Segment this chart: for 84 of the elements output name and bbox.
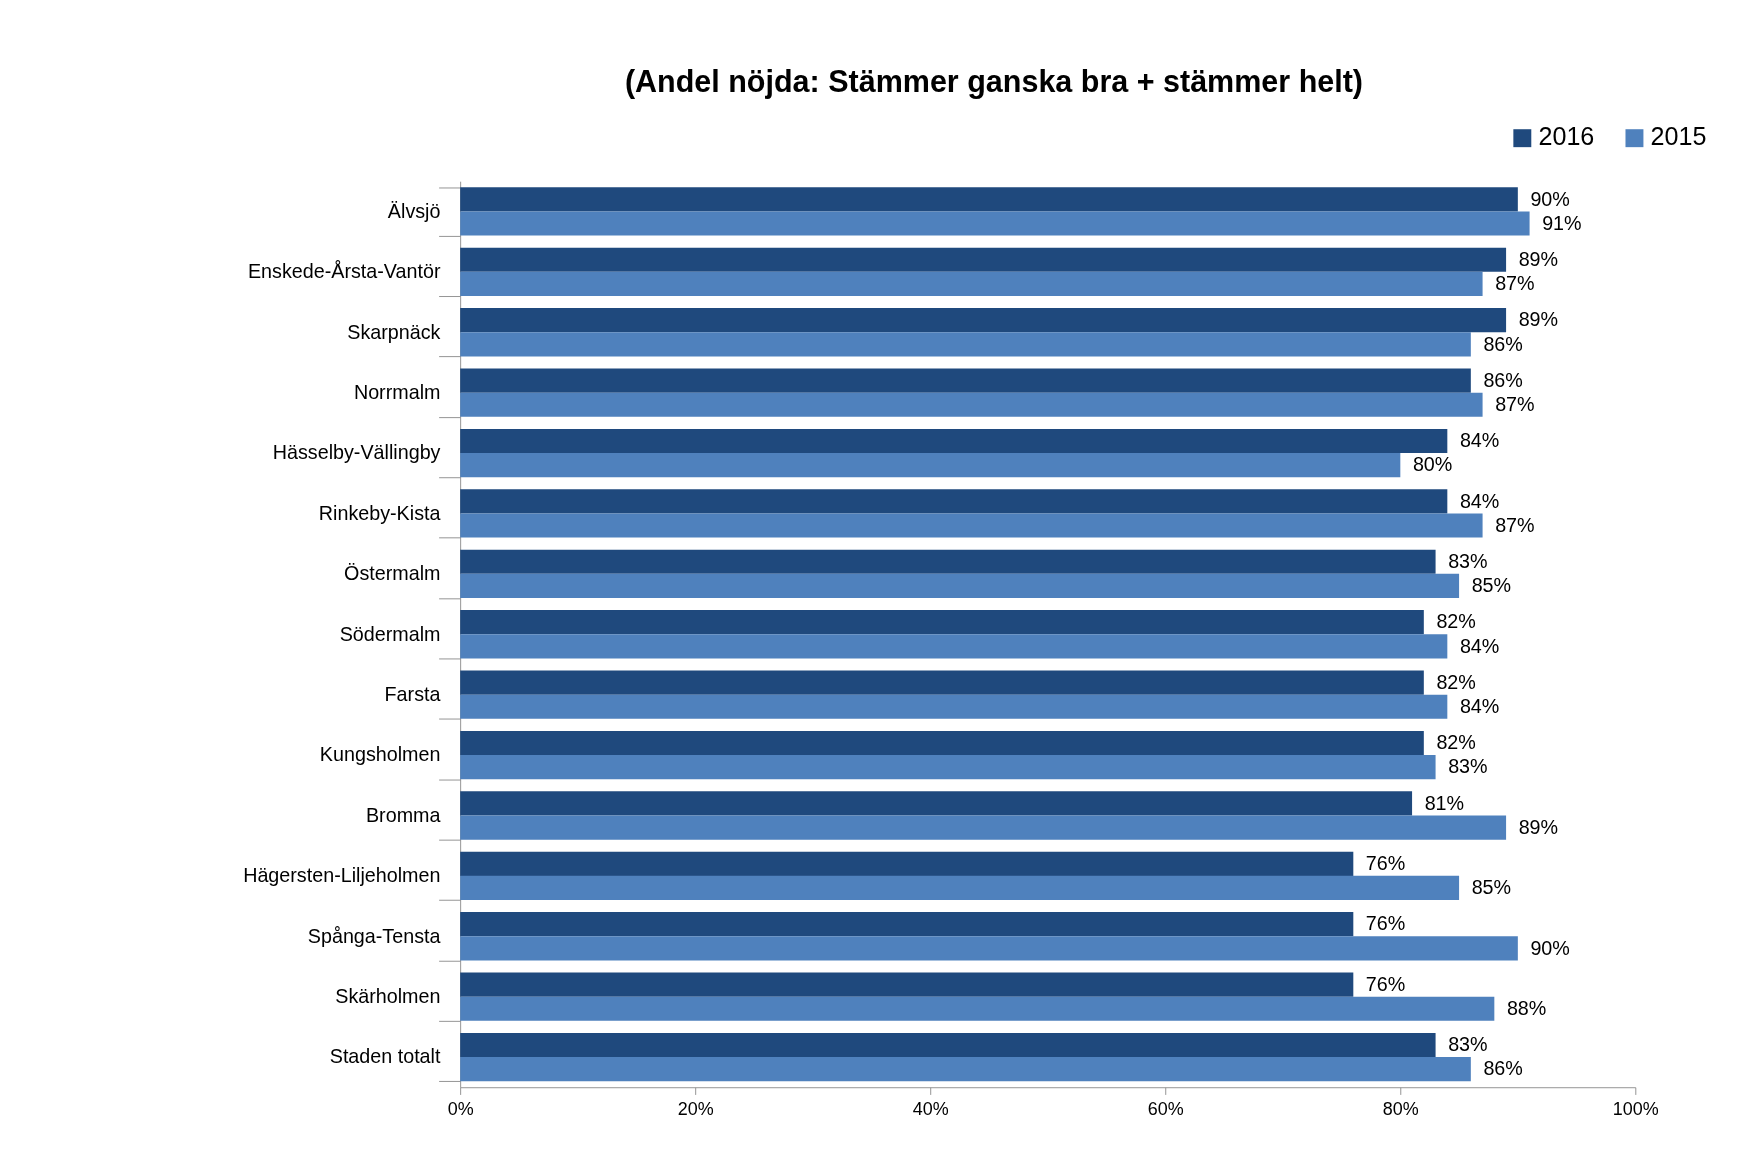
x-tick-label: 40% (912, 1098, 949, 1119)
y-tick-label: Hässelby-Vällingby (272, 441, 441, 464)
bar (460, 694, 1448, 719)
data-label: 76% (1365, 912, 1406, 935)
bar (460, 187, 1518, 212)
data-label: 90% (1530, 936, 1570, 959)
y-tick-label: Spånga-Tensta (307, 924, 441, 947)
data-label: 83% (1448, 755, 1488, 778)
y-tick-label: Enskede-Årsta-Vantör (247, 260, 441, 283)
bar (460, 271, 1483, 297)
data-label: 89% (1518, 248, 1559, 271)
data-label: 81% (1424, 791, 1465, 814)
data-label: 91% (1542, 211, 1582, 234)
bar (460, 791, 1413, 816)
bar (460, 996, 1495, 1021)
data-label: 82% (1436, 610, 1476, 633)
y-tick-label: Norrmalm (353, 380, 441, 403)
bar (460, 755, 1436, 780)
legend-label: 2015 (1650, 122, 1707, 151)
bar (460, 368, 1471, 393)
data-label: 89% (1518, 308, 1559, 331)
data-label: 82% (1436, 731, 1476, 754)
y-tick-label: Hägersten-Liljeholmen (243, 864, 441, 887)
data-label: 83% (1448, 1033, 1488, 1056)
y-tick-label: Östermalm (344, 562, 441, 585)
bar (460, 513, 1483, 538)
bar (460, 428, 1448, 454)
y-tick-label: Bromma (365, 803, 441, 826)
bar (460, 730, 1424, 756)
data-label: 85% (1471, 574, 1512, 597)
chart-title: (Andel nöjda: Stämmer ganska bra + stämmer helt) (624, 64, 1364, 100)
bar (460, 392, 1483, 417)
data-label: 86% (1483, 332, 1523, 355)
data-label: 89% (1518, 815, 1559, 838)
y-tick-label: Älvsjö (387, 199, 441, 222)
bar (460, 610, 1424, 635)
bar (460, 453, 1401, 478)
data-label: 87% (1495, 393, 1535, 416)
data-label: 90% (1530, 187, 1570, 210)
y-tick-label: Rinkeby-Kista (318, 501, 441, 524)
bar (460, 912, 1354, 937)
y-tick-label: Södermalm (339, 622, 441, 645)
data-label: 84% (1459, 634, 1500, 657)
data-label: 84% (1459, 489, 1500, 512)
bar (460, 875, 1460, 901)
bar (460, 489, 1448, 514)
bar (460, 851, 1354, 876)
bar (460, 815, 1507, 840)
x-tick-label: 0% (447, 1098, 474, 1119)
data-label: 86% (1483, 1057, 1523, 1080)
bar (460, 972, 1354, 997)
bar (460, 247, 1507, 272)
data-label: 84% (1459, 429, 1500, 452)
data-label: 87% (1495, 513, 1535, 536)
y-tick-label: Skärholmen (335, 984, 441, 1007)
bar (460, 1032, 1436, 1058)
data-label: 88% (1506, 997, 1547, 1020)
y-tick-label: Skarpnäck (347, 320, 441, 343)
data-label: 76% (1365, 972, 1406, 995)
y-tick-label: Farsta (384, 682, 441, 705)
bar (460, 1057, 1471, 1082)
y-tick-label: Staden totalt (329, 1045, 441, 1068)
data-label: 87% (1495, 272, 1535, 295)
data-label: 83% (1448, 550, 1488, 573)
legend-label: 2016 (1538, 122, 1595, 151)
x-tick-label: 80% (1382, 1098, 1419, 1119)
data-label: 76% (1365, 852, 1406, 875)
bar (460, 573, 1460, 599)
bar (460, 211, 1530, 236)
bar (460, 670, 1424, 695)
data-label: 80% (1412, 453, 1453, 476)
x-tick-label: 20% (677, 1098, 714, 1119)
bar (460, 549, 1436, 574)
data-label: 86% (1483, 368, 1523, 391)
data-label: 82% (1436, 670, 1476, 693)
y-tick-label: Kungsholmen (319, 743, 441, 766)
bar (460, 936, 1518, 961)
bar (460, 634, 1448, 659)
x-tick-label: 60% (1147, 1098, 1184, 1119)
x-tick-label: 100% (1612, 1098, 1659, 1119)
data-label: 84% (1459, 695, 1500, 718)
bar (460, 332, 1471, 357)
data-label: 85% (1471, 876, 1512, 899)
bar (460, 308, 1507, 333)
